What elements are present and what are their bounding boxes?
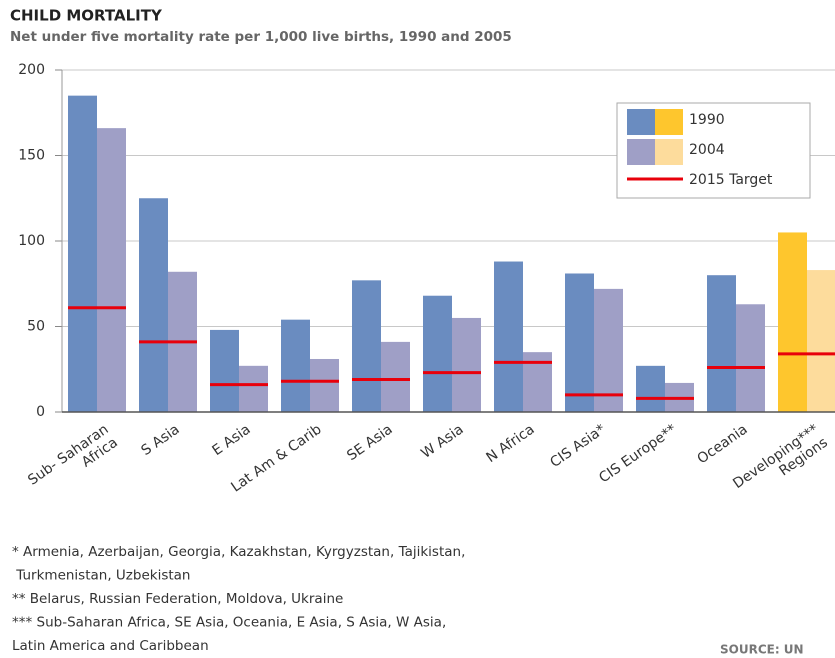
bar — [310, 358, 339, 412]
bar — [594, 288, 623, 412]
footnote: * Armenia, Azerbaijan, Georgia, Kazakhst… — [12, 544, 465, 560]
x-tick-label: Oceania — [695, 421, 751, 467]
legend-label: 2004 — [689, 142, 725, 158]
x-tick-label: CIS Europe** — [596, 421, 679, 486]
x-tick-label: E Asia — [209, 421, 253, 459]
bar — [565, 273, 594, 412]
bar — [210, 329, 239, 412]
footnote: *** Sub-Saharan Africa, SE Asia, Oceania… — [12, 615, 446, 631]
bar — [68, 95, 97, 413]
bar — [239, 365, 268, 412]
y-tick-label: 100 — [18, 233, 45, 249]
footnote: Turkmenistan, Uzbekistan — [12, 568, 190, 584]
x-tick-label: N Africa — [483, 421, 537, 466]
bar — [778, 232, 807, 412]
y-tick-label: 200 — [18, 62, 45, 78]
legend-label: 2015 Target — [689, 172, 773, 188]
bar — [281, 319, 310, 412]
bar — [352, 280, 381, 412]
bar — [494, 261, 523, 412]
footnote: Latin America and Caribbean — [12, 638, 209, 654]
bar — [707, 275, 736, 412]
bar — [736, 304, 765, 412]
bar — [97, 128, 126, 412]
legend-swatch — [627, 109, 655, 135]
x-tick-label: S Asia — [138, 421, 182, 459]
bar — [139, 198, 168, 412]
y-tick-label: 150 — [18, 148, 45, 164]
chart-title: CHILD MORTALITY — [10, 7, 163, 25]
x-tick-label: CIS Asia* — [547, 421, 608, 471]
x-tick-label: W Asia — [418, 421, 466, 461]
bar — [452, 317, 481, 412]
x-tick-label: SE Asia — [344, 421, 395, 464]
footnote: ** Belarus, Russian Federation, Moldova,… — [12, 591, 343, 607]
legend-label: 1990 — [689, 112, 725, 128]
legend-swatch — [627, 139, 655, 165]
bar — [381, 341, 410, 412]
bar — [807, 270, 835, 412]
chart-subtitle: Net under five mortality rate per 1,000 … — [10, 29, 512, 45]
y-tick-label: 50 — [27, 319, 45, 335]
x-tick-label: Sub- SaharanAfrica — [25, 421, 121, 501]
bar — [636, 365, 665, 412]
legend-swatch — [655, 109, 683, 135]
y-tick-label: 0 — [36, 404, 45, 420]
bar — [423, 295, 452, 412]
legend-swatch — [655, 139, 683, 165]
source: SOURCE: UN — [720, 643, 804, 657]
